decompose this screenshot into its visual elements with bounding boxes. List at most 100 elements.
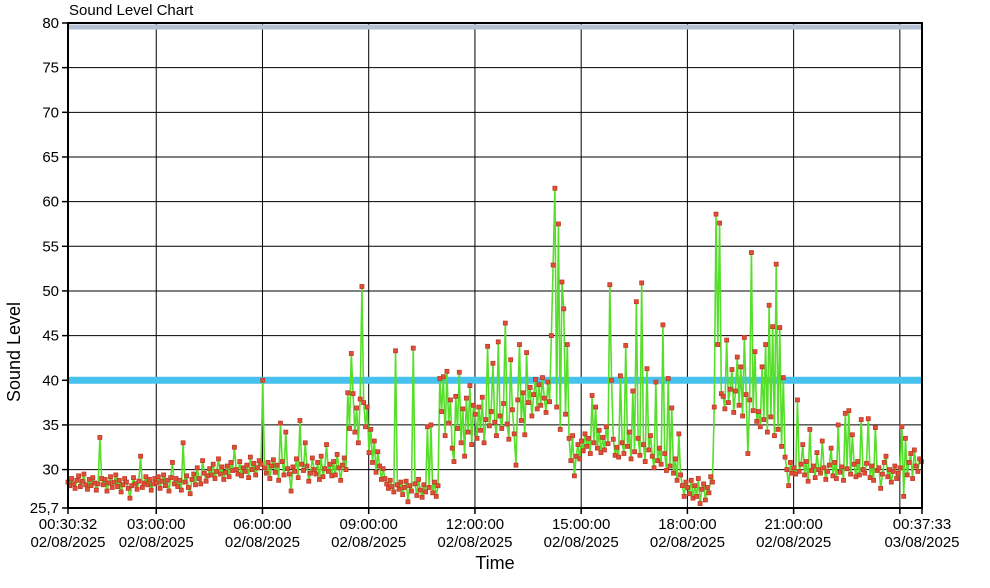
data-marker (102, 477, 108, 482)
data-marker (203, 478, 209, 484)
data-marker (471, 402, 476, 408)
data-marker (525, 400, 531, 406)
data-marker (871, 477, 876, 483)
x-tick-time-label: 15:00:00 (552, 516, 610, 533)
data-marker (472, 411, 478, 417)
data-marker (764, 429, 770, 435)
data-marker (336, 465, 342, 471)
data-marker (265, 460, 271, 465)
data-marker (212, 476, 218, 481)
data-marker (201, 470, 207, 476)
data-marker (791, 465, 797, 471)
x-tick-time-label: 21:00:00 (764, 516, 822, 533)
data-marker (660, 322, 666, 328)
data-marker (814, 450, 820, 456)
data-marker (548, 333, 554, 339)
y-tick-label: 60 (42, 194, 59, 211)
data-marker (639, 280, 645, 286)
data-marker (281, 472, 287, 478)
data-marker (527, 385, 533, 390)
data-marker (377, 463, 383, 469)
data-marker (674, 477, 680, 483)
data-marker (439, 409, 444, 414)
data-marker (228, 460, 234, 465)
x-tick-date-label: 02/08/2025 (437, 534, 512, 551)
data-marker (363, 424, 368, 430)
data-marker (722, 406, 728, 412)
data-marker (70, 481, 76, 487)
data-marker (520, 390, 526, 396)
data-marker (279, 459, 285, 464)
data-marker (293, 456, 299, 462)
data-marker (283, 429, 289, 435)
data-marker (88, 483, 94, 489)
data-marker (724, 337, 730, 343)
data-marker (913, 463, 919, 469)
data-marker (703, 497, 708, 503)
data-marker (341, 455, 347, 461)
data-marker (793, 471, 799, 477)
data-marker (488, 409, 494, 414)
y-tick-label: 25,7 (30, 500, 59, 517)
data-marker (844, 466, 850, 472)
x-tick-time-label: 18:00:00 (658, 516, 716, 533)
data-marker (180, 440, 186, 446)
data-marker (485, 343, 491, 349)
data-marker (561, 306, 567, 312)
data-marker (357, 396, 363, 402)
data-marker (895, 470, 901, 476)
data-marker (642, 459, 648, 464)
data-marker (157, 485, 163, 491)
data-marker (915, 468, 921, 474)
data-marker (232, 444, 237, 450)
data-marker (371, 438, 377, 444)
data-marker (809, 468, 815, 473)
data-marker (872, 425, 878, 431)
data-marker (779, 443, 784, 449)
data-marker (382, 476, 388, 481)
data-marker (260, 377, 266, 383)
data-marker (262, 465, 267, 471)
data-marker (798, 461, 804, 467)
data-marker (193, 482, 198, 488)
data-marker (598, 450, 604, 456)
data-marker (667, 463, 673, 469)
data-marker (787, 460, 793, 465)
data-marker (396, 486, 402, 492)
data-marker (513, 462, 519, 468)
data-marker (812, 475, 818, 481)
data-marker (354, 405, 360, 411)
data-marker (720, 393, 726, 399)
x-tick-date-label: 02/08/2025 (544, 534, 619, 551)
data-marker (416, 477, 421, 482)
data-marker (462, 453, 468, 459)
data-marker (380, 466, 386, 472)
data-marker (518, 418, 524, 423)
data-marker (557, 426, 563, 432)
data-marker (864, 460, 869, 466)
data-marker (340, 462, 345, 468)
data-marker (366, 450, 372, 456)
data-marker (745, 451, 751, 456)
data-marker (331, 459, 336, 464)
data-marker (320, 474, 326, 480)
data-marker (625, 443, 630, 449)
data-marker (343, 467, 349, 472)
data-marker (568, 458, 574, 464)
data-marker (414, 493, 420, 498)
data-marker (194, 465, 200, 471)
data-marker (325, 468, 331, 474)
data-marker (162, 483, 168, 489)
data-marker (623, 343, 629, 348)
data-marker (435, 483, 441, 489)
data-marker (187, 491, 193, 497)
data-marker (901, 493, 907, 499)
data-marker (455, 426, 460, 431)
data-marker (224, 463, 230, 469)
data-marker (580, 448, 586, 454)
data-marker (835, 422, 841, 428)
x-tick-time-label: 06:00:00 (233, 516, 291, 533)
data-marker (515, 397, 521, 403)
data-marker (302, 440, 308, 446)
data-marker (885, 474, 891, 480)
